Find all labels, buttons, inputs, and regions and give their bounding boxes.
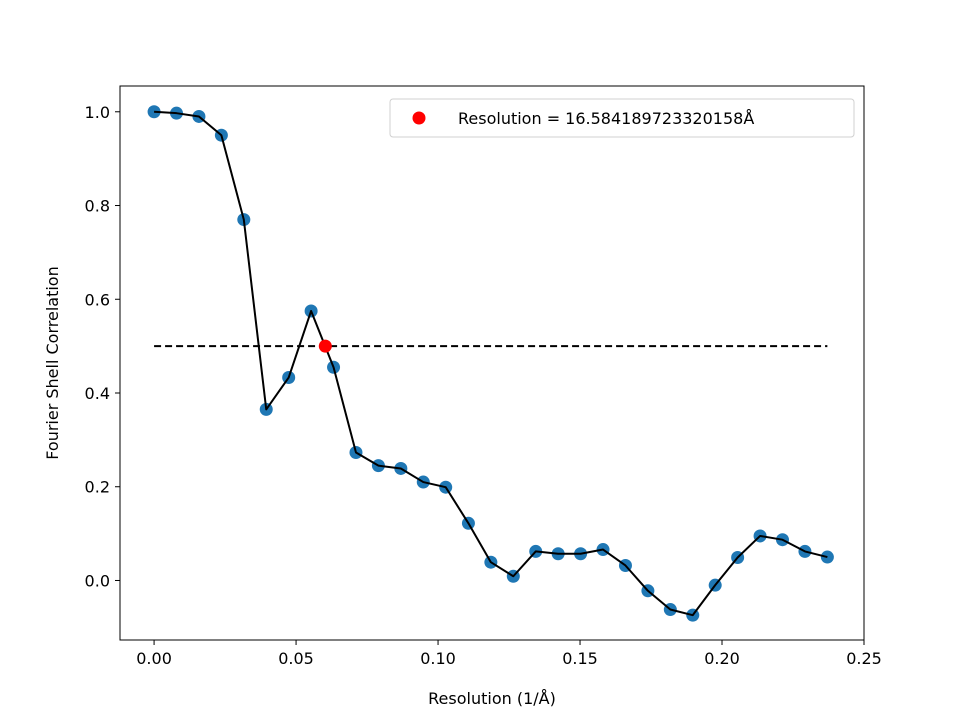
y-axis-ticks: 0.0 0.2 0.4 0.6 0.8 1.0 [85, 103, 120, 590]
x-tick-label: 0.00 [136, 649, 172, 668]
legend-label-resolution: Resolution = 16.584189723320158Å [458, 109, 754, 128]
x-tick-label: 0.10 [420, 649, 456, 668]
legend: Resolution = 16.584189723320158Å [389, 98, 855, 138]
axes-frame [119, 85, 865, 641]
legend-marker-red-point [412, 111, 426, 125]
x-tick-label: 0.20 [704, 649, 740, 668]
x-tick-label: 0.05 [278, 649, 314, 668]
legend-box [389, 98, 855, 138]
resolution-point [318, 339, 332, 353]
plot-area [147, 105, 834, 622]
x-axis-label: Resolution (1/Å) [428, 689, 556, 708]
fsc-point [147, 105, 161, 119]
x-axis-ticks: 0.00 0.05 0.10 0.15 0.20 0.25 [136, 640, 882, 668]
y-tick-label: 0.8 [85, 197, 110, 216]
fsc-curve-line [154, 110, 828, 617]
y-tick-label: 0.6 [85, 290, 110, 309]
y-tick-label: 0.0 [85, 571, 110, 590]
y-tick-label: 0.2 [85, 478, 110, 497]
y-axis-label: Fourier Shell Correlation [43, 266, 62, 459]
x-tick-label: 0.15 [562, 649, 598, 668]
y-tick-label: 0.4 [85, 384, 110, 403]
x-tick-label: 0.25 [846, 649, 882, 668]
y-tick-label: 1.0 [85, 103, 110, 122]
